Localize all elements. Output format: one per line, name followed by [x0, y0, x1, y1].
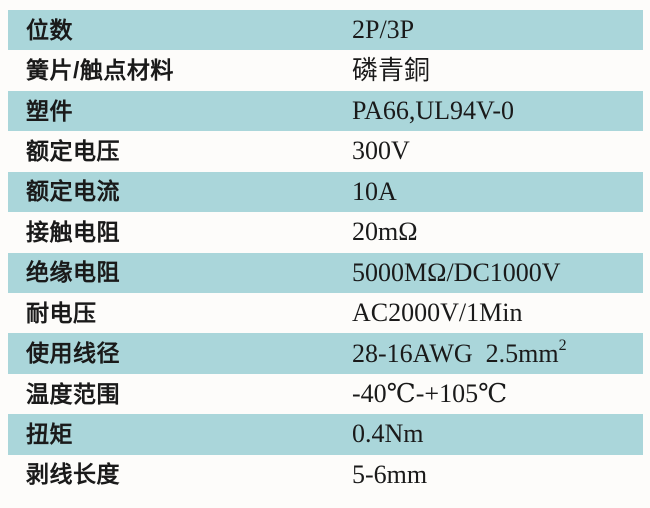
spec-label: 使用线径 [26, 340, 120, 367]
spec-row: 剥线长度 5-6mm [8, 455, 643, 495]
spec-label: 温度范围 [26, 380, 120, 407]
spec-value-text: 20mΩ [352, 217, 418, 247]
spec-value-text: 10A [352, 176, 397, 206]
spec-value: 300V [352, 138, 643, 164]
spec-value-text: AC2000V/1Min [352, 298, 523, 328]
spec-value: 28-16AWG 2.5mm2 [352, 337, 643, 368]
spec-value-text: 28-16AWG 2.5mm [352, 338, 559, 368]
spec-row: 绝缘电阻 5000MΩ/DC1000V [8, 252, 643, 293]
spec-value-text: 磷青銅 [352, 55, 431, 85]
spec-row: 位数 2P/3P [8, 10, 643, 51]
spec-value-text: 2P/3P [352, 15, 415, 45]
spec-row: 接触电阻 20mΩ [8, 212, 643, 252]
spec-label: 额定电压 [26, 137, 120, 164]
spec-row: 簧片/触点材料 磷青銅 [8, 50, 643, 90]
spec-table: 位数 2P/3P 簧片/触点材料 磷青銅 塑件 PA66,UL94V-0 额定电… [8, 10, 643, 495]
spec-value: 磷青銅 [352, 55, 643, 85]
spec-value: -40℃-+105℃ [352, 381, 643, 407]
spec-label: 耐电压 [26, 299, 97, 326]
spec-label: 塑件 [26, 97, 73, 124]
spec-value-text: 0.4Nm [352, 419, 424, 449]
spec-value: 5000MΩ/DC1000V [352, 257, 643, 287]
spec-value-text: -40℃-+105℃ [352, 379, 508, 408]
spec-value: PA66,UL94V-0 [352, 98, 643, 124]
spec-label: 剥线长度 [26, 461, 120, 488]
spec-label: 位数 [26, 16, 73, 43]
spec-row: 塑件 PA66,UL94V-0 [8, 90, 643, 132]
spec-value-text: PA66,UL94V-0 [352, 96, 515, 126]
spec-row: 使用线径 28-16AWG 2.5mm2 [8, 333, 643, 374]
spec-value: 10A [352, 176, 643, 206]
spec-value-text: 300V [352, 136, 410, 166]
spec-row: 额定电压 300V [8, 131, 643, 171]
spec-row: 耐电压 AC2000V/1Min [8, 293, 643, 333]
spec-row: 扭矩 0.4Nm [8, 414, 643, 455]
spec-value: 5-6mm [352, 459, 643, 489]
spec-label: 接触电阻 [26, 218, 120, 245]
spec-label: 扭矩 [26, 420, 73, 447]
spec-value-text: 5000MΩ/DC1000V [352, 257, 561, 287]
spec-value: 0.4Nm [352, 421, 643, 447]
spec-row: 温度范围 -40℃-+105℃ [8, 374, 643, 414]
spec-value-superscript: 2 [558, 336, 567, 354]
spec-value: 20mΩ [352, 219, 643, 245]
spec-label: 额定电流 [26, 178, 120, 205]
spec-value: AC2000V/1Min [352, 300, 643, 326]
spec-label: 绝缘电阻 [26, 259, 120, 286]
spec-value-text: 5-6mm [352, 459, 428, 489]
spec-row: 额定电流 10A [8, 171, 643, 213]
spec-label: 簧片/触点材料 [26, 57, 174, 84]
spec-value: 2P/3P [352, 17, 643, 43]
